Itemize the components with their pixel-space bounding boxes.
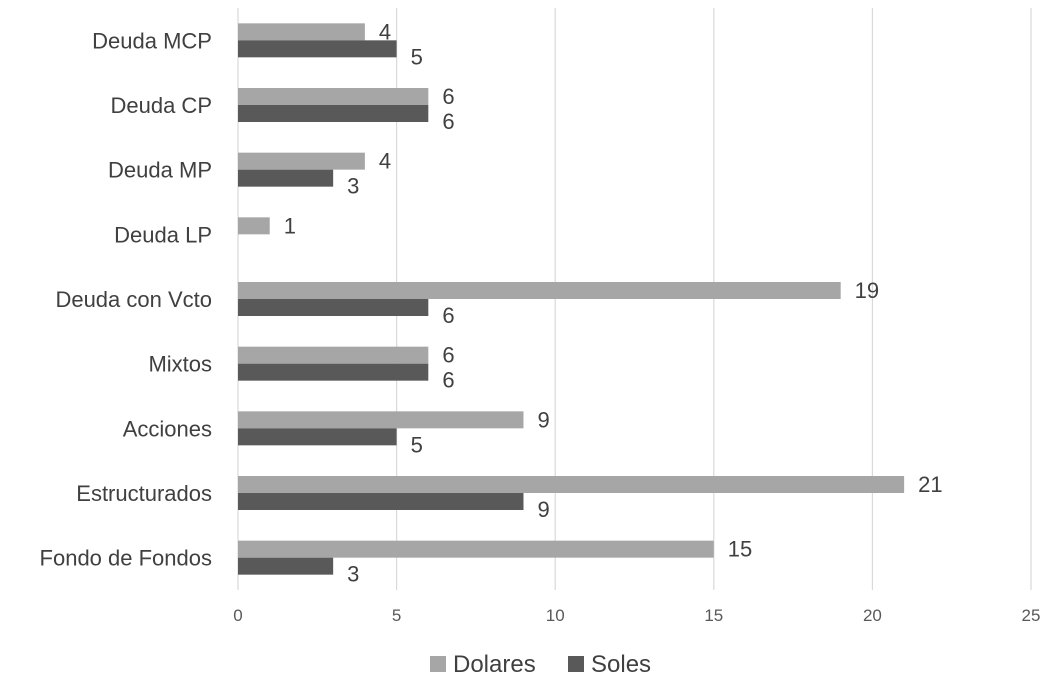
legend: Dolares Soles [430, 651, 651, 678]
data-label: 3 [347, 174, 359, 199]
data-label: 6 [442, 303, 454, 328]
x-tick-label: 25 [1022, 606, 1041, 625]
legend-label-soles: Soles [591, 651, 651, 678]
data-label: 9 [537, 497, 549, 522]
data-label: 21 [918, 472, 942, 497]
bar-dolares [238, 152, 365, 170]
x-tick-label: 20 [863, 606, 882, 625]
bar-dolares [238, 411, 524, 429]
legend-label-dolares: Dolares [453, 651, 536, 678]
data-label: 6 [442, 343, 454, 368]
data-label: 9 [537, 407, 549, 432]
bar-soles [238, 299, 429, 316]
bars [238, 23, 905, 575]
data-label: 6 [442, 368, 454, 393]
category-label: Acciones [123, 416, 212, 441]
bar-dolares [238, 476, 905, 493]
data-label: 1 [284, 213, 296, 238]
bar-dolares [238, 217, 270, 235]
category-label: Deuda LP [114, 222, 212, 247]
bar-soles [238, 493, 524, 510]
bar-dolares [238, 88, 429, 105]
bar-soles [238, 363, 429, 381]
data-label: 3 [347, 562, 359, 587]
category-label: Estructurados [76, 481, 212, 506]
bar-soles [238, 169, 334, 187]
bar-dolares [238, 282, 841, 299]
data-label: 4 [379, 19, 391, 44]
legend-swatch-soles [568, 656, 584, 672]
bar-dolares [238, 540, 714, 558]
data-label: 5 [411, 44, 423, 69]
value-axis: 0 5 10 15 20 25 [233, 606, 1040, 625]
x-tick-label: 10 [546, 606, 565, 625]
category-label: Deuda MP [108, 158, 212, 183]
category-label: Mixtos [148, 352, 212, 377]
bar-dolares [238, 346, 429, 364]
category-label: Deuda con Vcto [55, 287, 212, 312]
data-label: 4 [379, 149, 391, 174]
data-label: 15 [728, 537, 752, 562]
data-label: 6 [442, 109, 454, 134]
bar-soles [238, 40, 397, 58]
category-label: Fondo de Fondos [40, 546, 212, 571]
legend-swatch-dolares [430, 656, 446, 672]
category-label: Deuda CP [110, 93, 212, 118]
bar-dolares [238, 23, 365, 41]
x-tick-label: 0 [233, 606, 242, 625]
bar-soles [238, 105, 429, 122]
x-tick-label: 5 [392, 606, 401, 625]
category-label: Deuda MCP [92, 28, 212, 53]
data-label: 5 [411, 432, 423, 457]
data-label: 19 [855, 278, 879, 303]
category-axis: Deuda MCP Deuda CP Deuda MP Deuda LP Deuda c… [40, 28, 212, 570]
bar-soles [238, 428, 397, 446]
data-label: 6 [442, 84, 454, 109]
x-tick-label: 15 [704, 606, 723, 625]
bar-soles [238, 557, 334, 575]
